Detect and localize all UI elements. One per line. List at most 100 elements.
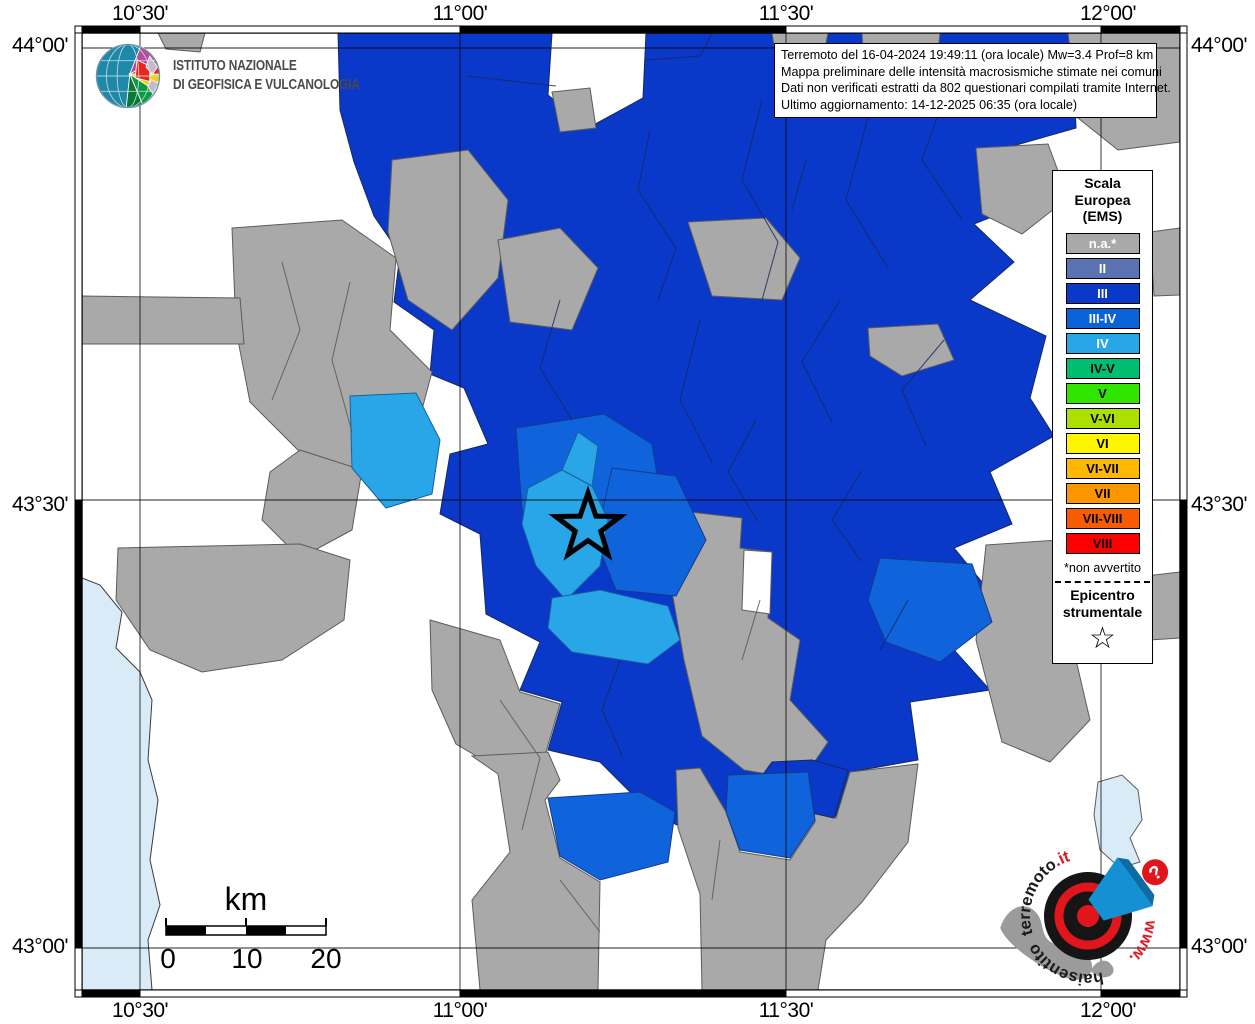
municipalities-na-gray: [82, 33, 1180, 990]
info-line-map-type: Mappa preliminare delle intensità macros…: [781, 64, 1162, 79]
municipality-polygon: [115, 543, 351, 673]
scale-bar-unit: km: [225, 881, 268, 917]
legend-title-line: Scala: [1084, 175, 1121, 191]
info-line-event: Terremoto del 16-04-2024 19:49:11 (ora l…: [781, 48, 1154, 62]
lake-trasimeno: [1093, 774, 1143, 869]
legend-swatch-v: V: [1065, 382, 1140, 404]
municipality-polygon: [470, 751, 601, 990]
border-segment: [1100, 989, 1181, 998]
legend-item: VII: [1065, 482, 1140, 504]
scale-bar-label-10: 10: [231, 943, 262, 974]
legend-item: IV-V: [1065, 357, 1140, 379]
municipality-polygon: [497, 227, 599, 331]
scale-bar-label-0: 0: [160, 943, 176, 974]
axis-label-bottom-1030: 10°30': [111, 999, 169, 1022]
municipality-polygon: [867, 323, 955, 377]
graticule-lines: [82, 33, 1180, 990]
legend-item: VI-VII: [1065, 457, 1140, 479]
municipality-polygon: [975, 143, 1069, 235]
axis-label-bottom-1200: 12°00': [1079, 999, 1137, 1022]
axis-label-top-1100: 11°00': [432, 2, 488, 25]
municipality-polygon-white: [741, 549, 773, 615]
axis-label-right-4400: 44°00': [1190, 34, 1248, 57]
municipality-polygon: [675, 763, 919, 990]
municipality-polygon: [867, 557, 993, 663]
axis-label-right-4330: 43°30': [1190, 493, 1248, 516]
legend-swatch-ii: II: [1065, 257, 1140, 279]
legend-item: VI: [1065, 432, 1140, 454]
legend-swatch-v-vi: V-VI: [1065, 407, 1140, 429]
legend-epicenter-label: Epicentro: [1070, 586, 1135, 603]
border-corner: [1179, 989, 1188, 998]
legend-swatch-vii: VII: [1065, 482, 1140, 504]
axis-label-bottom-1130: 11°30': [758, 999, 814, 1022]
ingv-agency-name: ISTITUTO NAZIONALE DI GEOFISICA E VULCAN…: [173, 57, 360, 95]
border-segment: [81, 989, 141, 998]
ingv-header: ISTITUTO NAZIONALE DI GEOFISICA E VULCAN…: [92, 40, 401, 112]
info-line-updated: Ultimo aggiornamento: 14-12-2025 06:35 (…: [781, 97, 1078, 112]
legend-title-line: Europea: [1074, 191, 1131, 208]
border-segment: [74, 499, 83, 949]
municipality-polygon: [669, 511, 829, 781]
municipality-polygon: [687, 217, 801, 301]
axis-label-right-4300: 43°00': [1190, 935, 1248, 958]
legend-item: III: [1065, 282, 1140, 304]
scale-bar: km 0 10 20: [160, 881, 341, 974]
municipality-polygon: [349, 392, 441, 509]
axis-label-top-1130: 11°30': [758, 2, 814, 25]
legend-swatch-na: n.a.*: [1065, 232, 1140, 254]
border-corner: [74, 989, 83, 998]
fancy-border: [74, 25, 1188, 998]
legend-footnote: *non avvertito: [1063, 560, 1141, 575]
legend-item: V: [1065, 382, 1140, 404]
legend-divider: [1055, 580, 1150, 583]
legend-item: V-VI: [1065, 407, 1140, 429]
info-line-questionnaires: Dati non verificati estratti da 802 ques…: [781, 81, 1171, 96]
border-segment: [1100, 25, 1181, 34]
municipality-polygon: [157, 33, 206, 53]
scale-bar-segment: [166, 926, 206, 935]
legend-swatch-iv-v: IV-V: [1065, 357, 1140, 379]
globe-outline: [95, 43, 161, 109]
italy-silhouette: [1000, 906, 1114, 980]
question-circle: [1142, 859, 1169, 886]
sea-west-coast: [82, 577, 161, 990]
epicenter-star-icon: [548, 485, 628, 561]
municipal-boundaries-blue: [465, 33, 963, 757]
legend-swatch-vi: VI: [1065, 432, 1140, 454]
legend-item: VIII: [1065, 532, 1140, 554]
municipal-boundaries-gray: [271, 261, 761, 933]
municipality-polygon: [547, 589, 681, 665]
legend-swatch-iii: III: [1065, 282, 1140, 304]
axis-label-left-4300: 43°00': [11, 935, 69, 958]
legend-item: n.a.*: [1065, 232, 1140, 254]
ingv-logo-globe-icon: [95, 43, 161, 109]
border-corner: [74, 25, 83, 34]
municipality-polygon: [547, 791, 676, 881]
municipality-polygon: [725, 771, 816, 859]
legend-epicenter-label: strumentale: [1062, 603, 1143, 620]
legend-epicenter-star-icon: ☆: [1089, 621, 1116, 655]
legend-swatch-viii: VIII: [1065, 532, 1140, 554]
megaphone-icon: [1088, 857, 1153, 921]
border-segment: [459, 989, 787, 998]
axis-label-top-1030: 10°30': [111, 2, 169, 25]
axis-label-top-1200: 12°00': [1079, 2, 1137, 25]
legend-swatch-vii-viii: VII-VIII: [1065, 507, 1140, 529]
axis-label-bottom-1100: 11°00': [432, 999, 488, 1022]
legend-item: IV: [1065, 332, 1140, 354]
legend-item: III-IV: [1065, 307, 1140, 329]
map-content: km 0 10 20 ? haisentitoilterremoto.it: [82, 33, 1180, 990]
agency-line-2: DI GEOFISICA E VULCANOLOGIA: [173, 77, 360, 93]
earthquake-info-box: Terremoto del 16-04-2024 19:49:11 (ora l…: [774, 43, 1171, 119]
target-center-dot: [1077, 905, 1099, 927]
scale-bar-label-20: 20: [310, 943, 341, 974]
municipality-polygon: [551, 87, 597, 133]
border-segment: [81, 25, 141, 34]
municipality-polygon: [387, 149, 509, 331]
border-corner: [1179, 25, 1188, 34]
legend-swatch-iv: IV: [1065, 332, 1140, 354]
municipality-polygon: [82, 295, 245, 345]
intensity-legend: Scala Europea (EMS) n.a.* II III III-IV …: [1052, 170, 1153, 664]
